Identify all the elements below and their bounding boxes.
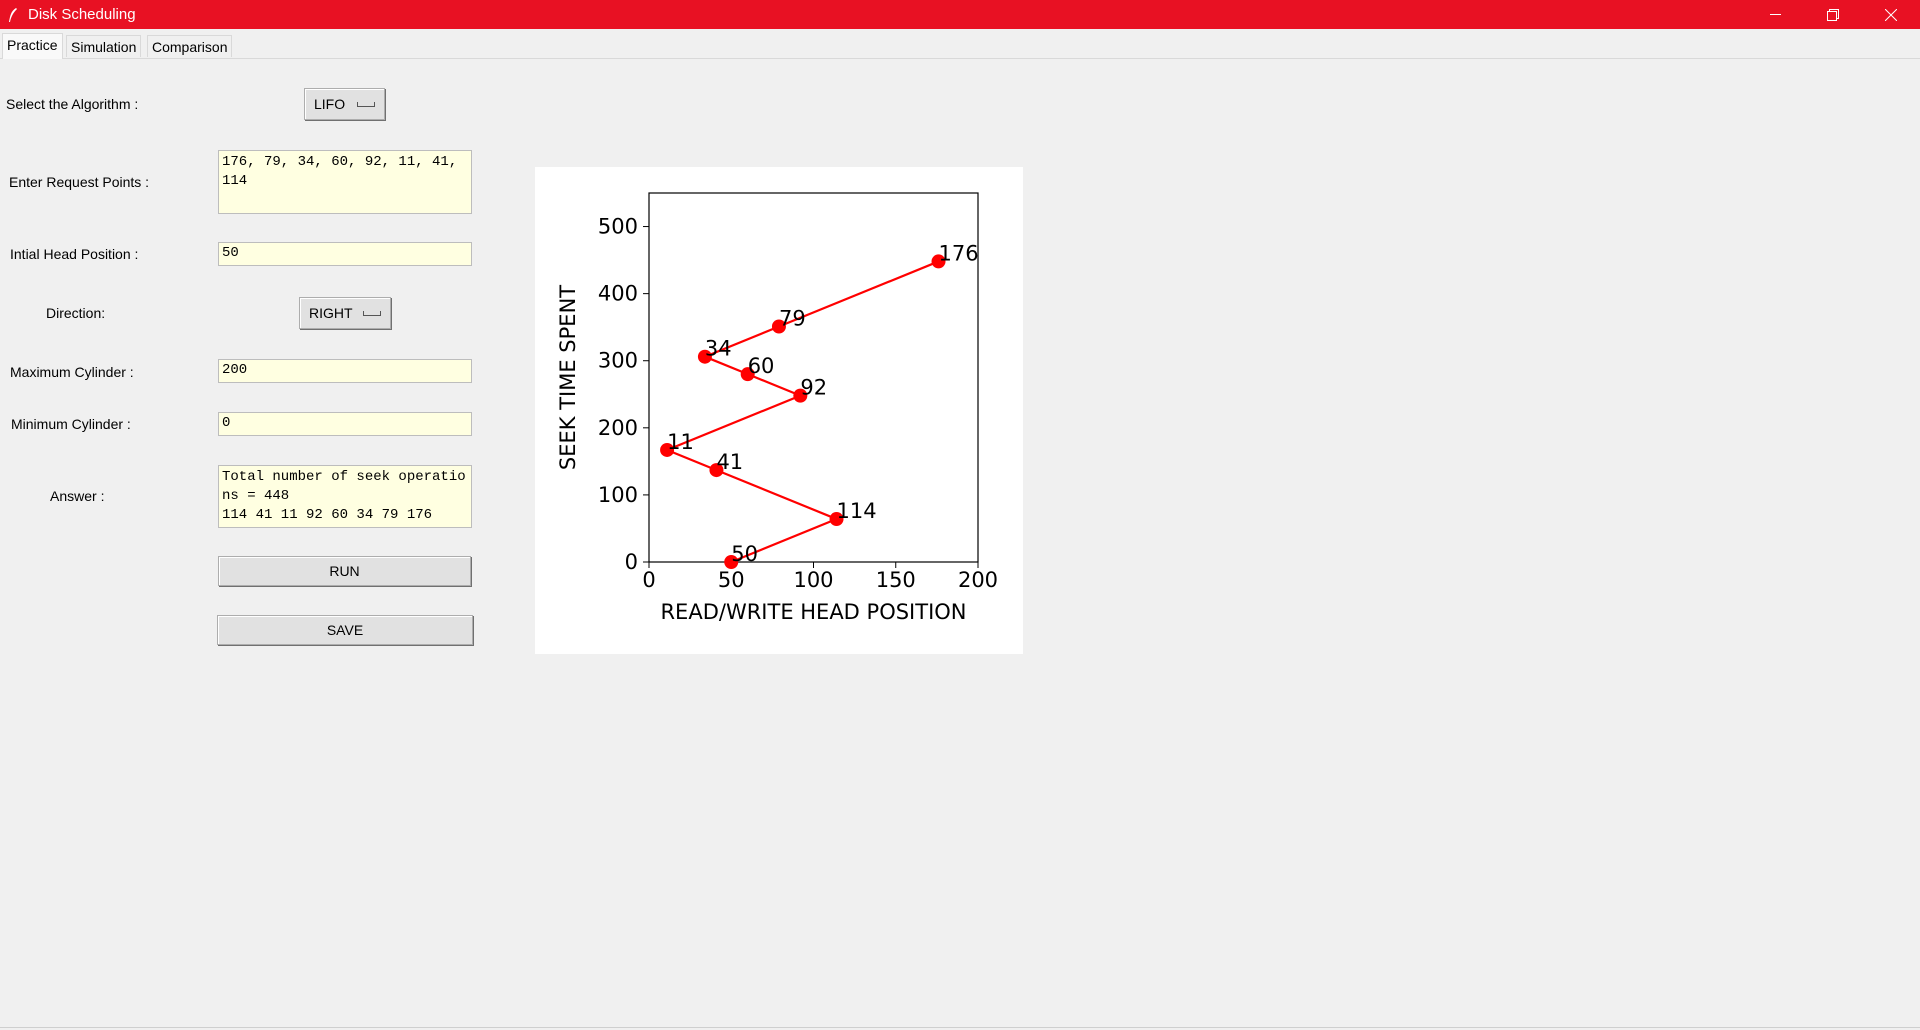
seek-point	[931, 254, 946, 269]
notebook-tabs: Practice Simulation Comparison	[0, 33, 1920, 59]
title-bar: Disk Scheduling	[0, 0, 1920, 29]
close-icon	[1885, 8, 1897, 21]
seek-point-label: 79	[779, 307, 806, 331]
seek-point	[740, 367, 755, 382]
seek-point-label: 41	[716, 450, 743, 474]
seek-point	[697, 349, 712, 364]
seek-point-label: 34	[705, 337, 732, 361]
seek-point-label: 50	[731, 542, 758, 566]
direction-label: Direction:	[46, 305, 106, 321]
y-tick-label: 300	[598, 349, 638, 373]
run-button[interactable]: RUN	[218, 556, 471, 586]
seek-point-label: 11	[667, 430, 694, 454]
minimize-button[interactable]	[1746, 0, 1804, 29]
seek-chart-svg: 0 50 100 150 200 0 100 200 300 400 500 READ/WRITE H…	[556, 192, 998, 624]
minimize-icon	[1769, 9, 1781, 20]
seek-point-label: 60	[748, 354, 775, 378]
seek-point-label: 176	[939, 241, 979, 265]
answer-textarea[interactable]: Total number of seek operations = 448 11…	[218, 465, 472, 528]
seek-point	[709, 463, 724, 478]
algorithm-label: Select the Algorithm :	[6, 96, 139, 112]
restore-button[interactable]	[1804, 0, 1862, 29]
close-button[interactable]	[1862, 0, 1920, 29]
x-tick-label: 200	[958, 568, 998, 592]
x-tick-label: 150	[876, 568, 916, 592]
dropdown-indicator-icon	[363, 311, 381, 316]
x-tick-label: 50	[718, 568, 745, 592]
seek-point-label: 92	[800, 376, 827, 400]
direction-value: RIGHT	[309, 305, 353, 321]
requests-textarea[interactable]: 176, 79, 34, 60, 92, 11, 41, 114	[218, 150, 472, 214]
seek-point	[724, 555, 739, 569]
tab-simulation[interactable]: Simulation	[66, 35, 142, 57]
direction-dropdown[interactable]: RIGHT	[299, 297, 391, 329]
x-axis-label: READ/WRITE HEAD POSITION	[660, 600, 966, 624]
x-tick-label: 0	[642, 568, 655, 592]
min-cylinder-label: Minimum Cylinder :	[11, 416, 131, 432]
y-tick-label: 0	[625, 550, 638, 574]
dropdown-indicator-icon	[357, 102, 375, 107]
feather-icon	[6, 7, 20, 22]
answer-label: Answer :	[50, 488, 105, 504]
seek-point	[829, 512, 844, 527]
max-cylinder-label: Maximum Cylinder :	[10, 364, 134, 380]
head-position-input[interactable]: 50	[218, 242, 472, 266]
seek-chart: 0 50 100 150 200 0 100 200 300 400 500 READ/WRITE H…	[535, 167, 1023, 654]
y-tick-label: 200	[598, 416, 638, 440]
tab-comparison[interactable]: Comparison	[147, 35, 233, 57]
seek-point	[660, 442, 675, 457]
window-bottom-edge	[0, 1027, 1920, 1028]
head-position-label: Intial Head Position :	[10, 246, 139, 262]
seek-point	[793, 388, 808, 403]
seek-point-label: 114	[837, 499, 877, 523]
x-tick-label: 100	[793, 568, 833, 592]
y-tick-label: 500	[598, 215, 638, 239]
tab-practice[interactable]: Practice	[2, 33, 63, 59]
window-title: Disk Scheduling	[28, 6, 136, 23]
save-button[interactable]: SAVE	[217, 615, 473, 645]
max-cylinder-input[interactable]: 200	[218, 359, 472, 383]
seek-point	[771, 319, 786, 334]
restore-icon	[1827, 8, 1839, 21]
algorithm-value: LIFO	[314, 96, 346, 112]
y-tick-label: 100	[598, 483, 638, 507]
algorithm-dropdown[interactable]: LIFO	[304, 88, 385, 120]
requests-label: Enter Request Points :	[9, 174, 150, 190]
min-cylinder-input[interactable]: 0	[218, 412, 472, 436]
y-axis-label: SEEK TIME SPENT	[556, 285, 580, 470]
y-tick-label: 400	[598, 282, 638, 306]
